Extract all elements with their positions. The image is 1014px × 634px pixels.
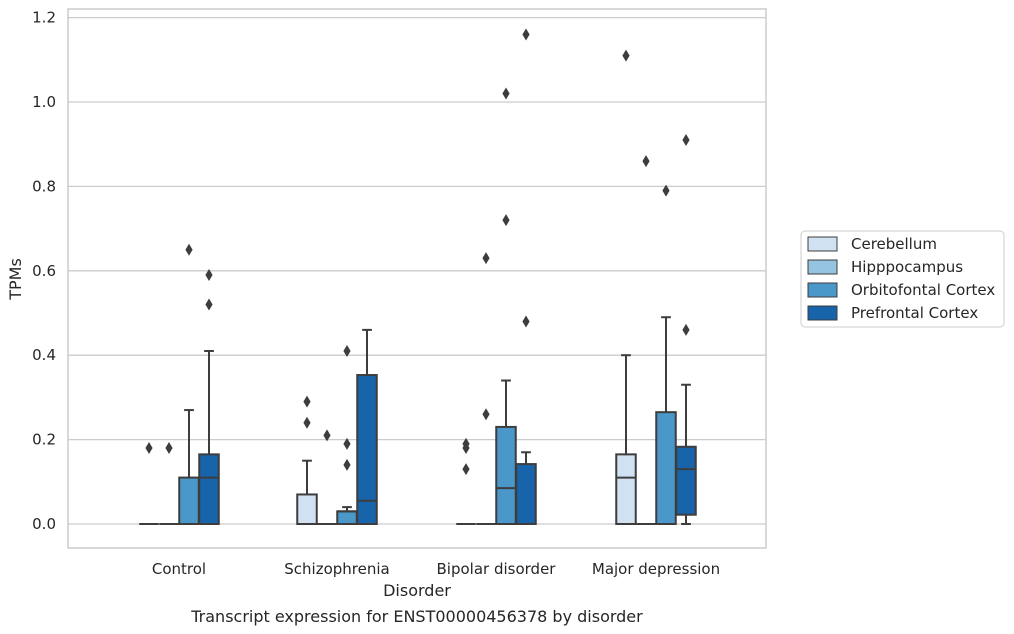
outlier-point <box>343 458 351 471</box>
box-hipppocampus-3 <box>636 155 656 525</box>
outlier-point <box>185 243 193 256</box>
outlier-point <box>502 214 510 227</box>
box-cerebellum-0 <box>139 442 159 525</box>
y-tick-label: 0.6 <box>32 262 56 280</box>
y-tick-label: 1.0 <box>32 93 56 111</box>
box <box>675 445 697 516</box>
y-tick-label: 0.0 <box>32 515 56 533</box>
box-hipppocampus-2 <box>476 252 496 525</box>
outlier-point <box>323 429 331 442</box>
box <box>356 374 378 525</box>
legend-entry: Hipppocampus <box>851 258 963 276</box>
outlier-point <box>682 323 690 336</box>
legend-swatch <box>807 259 838 275</box>
outlier-point <box>205 269 213 282</box>
outlier-point <box>522 315 530 328</box>
outlier-point <box>343 437 351 450</box>
box <box>336 510 358 525</box>
outlier-point <box>303 395 311 408</box>
box-cerebellum-2 <box>456 437 476 525</box>
outlier-point <box>482 408 490 421</box>
y-tick-label: 1.2 <box>32 9 56 27</box>
plot-area-frame <box>67 8 767 549</box>
outlier-point <box>662 184 670 197</box>
y-axis-label: TPMs <box>6 258 25 301</box>
outlier-point <box>145 442 153 455</box>
box-cerebellum-3 <box>615 49 637 525</box>
x-tick-label: Schizophrenia <box>284 560 389 578</box>
outlier-point <box>303 416 311 429</box>
y-tick-label: 0.8 <box>32 177 56 195</box>
box-hipppocampus-0 <box>159 442 179 525</box>
outlier-point <box>522 28 530 41</box>
x-axis-label: Disorder <box>383 581 451 600</box>
box <box>515 463 537 525</box>
legend: Cerebellum Hipppocampus Orbitofontal Corte… <box>800 230 1005 328</box>
outlier-point <box>343 344 351 357</box>
box <box>615 453 637 525</box>
legend-swatch <box>807 305 838 321</box>
outlier-point <box>502 87 510 100</box>
outlier-point <box>205 298 213 311</box>
box <box>655 411 677 526</box>
box-orbitofontal-cortex-1 <box>336 344 358 525</box>
legend-entry: Cerebellum <box>851 235 937 253</box>
box-cerebellum-1 <box>296 395 318 525</box>
figure-caption: Transcript expression for ENST0000045637… <box>190 607 643 626</box>
box-prefrontal-cortex-3 <box>675 133 697 525</box>
legend-entry: Orbitofontal Cortex <box>851 281 995 299</box>
box <box>198 453 220 525</box>
outlier-point <box>642 155 650 168</box>
legend-swatch <box>807 282 838 298</box>
box-orbitofontal-cortex-0 <box>178 243 200 525</box>
outlier-point <box>682 133 690 146</box>
box <box>178 476 200 525</box>
x-tick-label: Major depression <box>592 560 720 578</box>
box-prefrontal-cortex-2 <box>515 28 537 525</box>
outlier-point <box>462 463 470 476</box>
legend-swatch <box>807 236 838 252</box>
box-orbitofontal-cortex-3 <box>655 184 677 526</box>
box-series <box>139 28 697 526</box>
x-axis-ticks: Control Schizophrenia Bipolar disorder Majo… <box>152 560 720 578</box>
gridlines <box>68 16 766 525</box>
y-axis-ticks: 0.0 0.2 0.4 0.6 0.8 1.0 1.2 <box>32 9 56 533</box>
y-tick-label: 0.4 <box>32 346 56 364</box>
outlier-point <box>462 437 470 450</box>
x-tick-label: Bipolar disorder <box>437 560 557 578</box>
box-prefrontal-cortex-0 <box>198 269 220 525</box>
legend-frame <box>800 230 1005 328</box>
y-tick-label: 0.2 <box>32 431 56 449</box>
outlier-point <box>482 252 490 265</box>
legend-entry: Prefrontal Cortex <box>851 304 978 322</box>
x-tick-label: Control <box>152 560 206 578</box>
outlier-point <box>165 442 173 455</box>
box-prefrontal-cortex-1 <box>356 328 378 525</box>
box-hipppocampus-1 <box>317 429 337 525</box>
box <box>296 493 318 525</box>
box-orbitofontal-cortex-2 <box>495 87 517 525</box>
outlier-point <box>622 49 630 62</box>
box <box>495 425 517 525</box>
